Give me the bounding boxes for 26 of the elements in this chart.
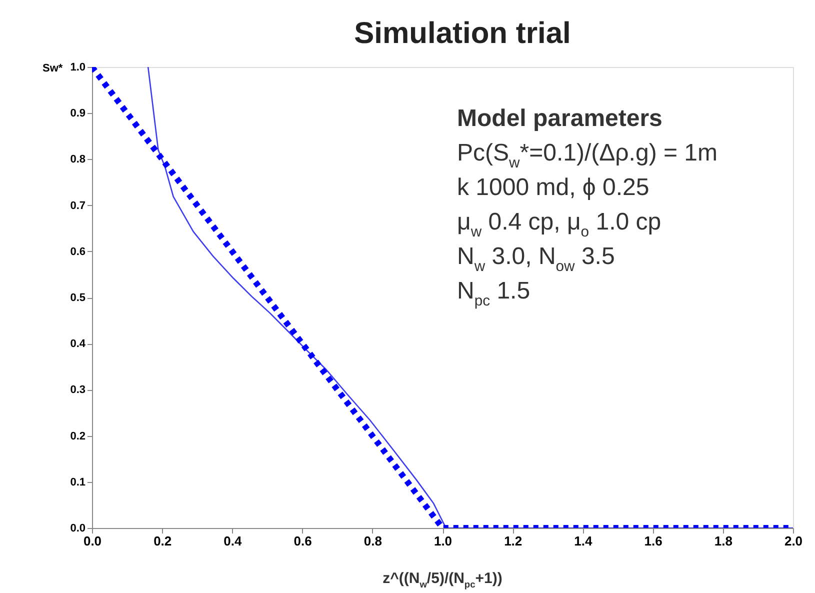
y-tick-label: 0.0 — [70, 522, 86, 534]
annotation: Model parameters — [457, 105, 662, 132]
y-tick-label: 0.8 — [70, 154, 86, 166]
chart-title: Simulation trial — [354, 17, 571, 50]
y-tick-label: 0.6 — [70, 246, 86, 258]
x-tick-label: 1.0 — [434, 534, 452, 548]
y-tick-label: 0.9 — [70, 108, 86, 120]
x-tick-label: 0.2 — [154, 534, 172, 548]
x-tick-label: 0.6 — [294, 534, 312, 548]
y-tick-label: 0.4 — [70, 338, 86, 350]
x-tick-label: 0.8 — [364, 534, 382, 548]
x-tick-label: 1.4 — [574, 534, 594, 548]
y-tick-label: 1.0 — [70, 62, 86, 74]
y-tick-label: 0.3 — [70, 384, 86, 396]
x-tick-label: 1.2 — [504, 534, 522, 548]
x-tick-label: 1.8 — [714, 534, 732, 548]
x-tick-label: 2.0 — [784, 534, 803, 548]
y-tick-label: 0.2 — [70, 430, 86, 442]
y-tick-label: 0.1 — [70, 476, 86, 488]
x-tick-label: 1.6 — [644, 534, 662, 548]
y-axis-title: Sw* — [42, 62, 64, 74]
y-tick-label: 0.5 — [70, 292, 86, 304]
y-tick-label: 0.7 — [70, 200, 86, 212]
annotation: k 1000 md, ϕ 0.25 — [457, 174, 650, 201]
x-tick-label: 0.4 — [224, 534, 243, 548]
x-tick-label: 0.0 — [83, 534, 102, 548]
